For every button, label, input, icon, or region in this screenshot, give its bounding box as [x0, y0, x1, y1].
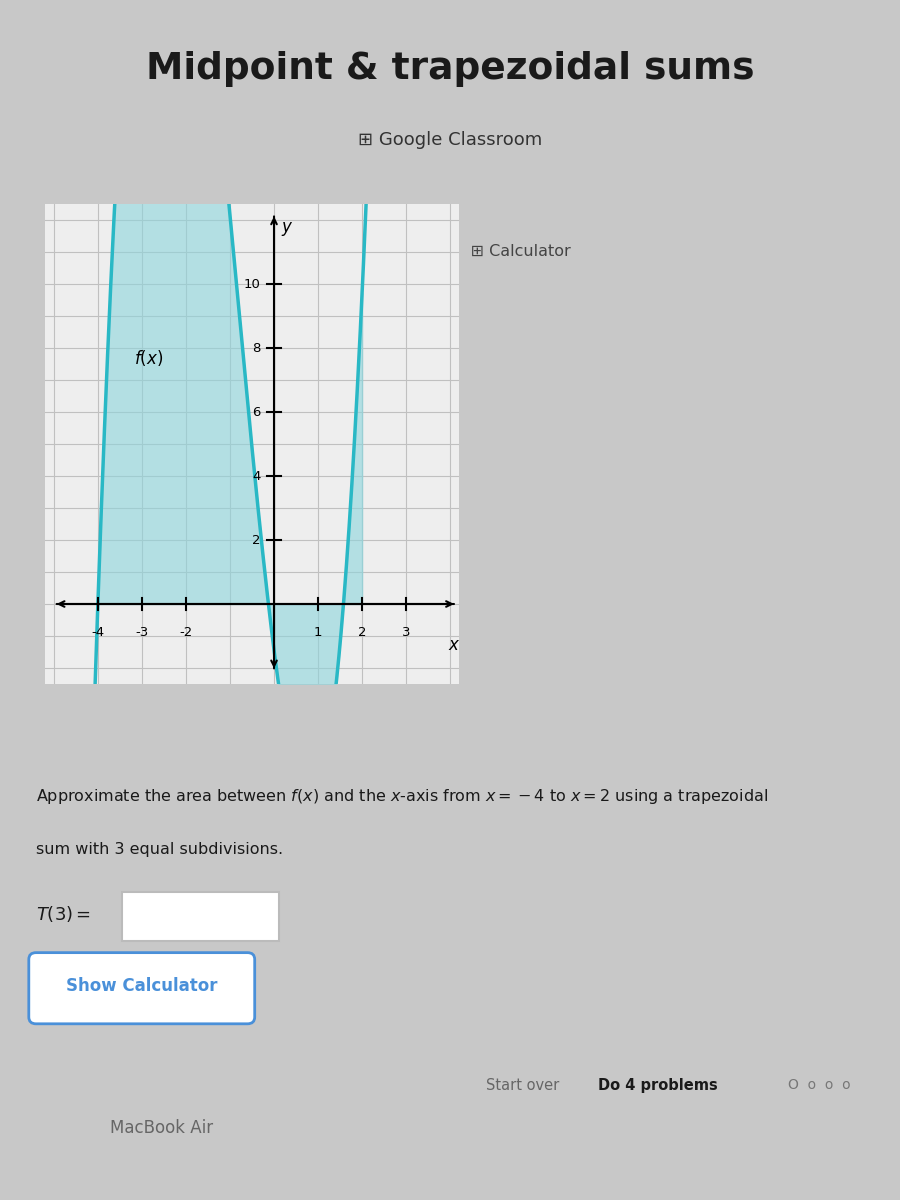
FancyBboxPatch shape — [29, 953, 255, 1024]
Text: MacBook Air: MacBook Air — [111, 1118, 213, 1136]
Text: 6: 6 — [252, 406, 261, 419]
Text: -4: -4 — [91, 626, 104, 640]
Text: O  o  o  o: O o o o — [788, 1079, 850, 1092]
Text: You might need:  ⊞ Calculator: You might need: ⊞ Calculator — [329, 245, 571, 259]
Text: Start over: Start over — [486, 1078, 559, 1093]
Text: $y$: $y$ — [281, 220, 293, 238]
Text: Approximate the area between $f(x)$ and the $x$-axis from $x = -4$ to $x = 2$ us: Approximate the area between $f(x)$ and … — [36, 786, 768, 805]
Text: Show Calculator: Show Calculator — [66, 977, 217, 995]
Text: 2: 2 — [358, 626, 366, 640]
Text: sum with 3 equal subdivisions.: sum with 3 equal subdivisions. — [36, 841, 284, 857]
Text: -3: -3 — [135, 626, 148, 640]
Text: $x$: $x$ — [448, 636, 461, 654]
Text: $T(3)=$: $T(3)=$ — [36, 904, 91, 924]
FancyBboxPatch shape — [122, 892, 279, 941]
Text: 4: 4 — [252, 469, 261, 482]
Text: Do 4 problems: Do 4 problems — [598, 1078, 718, 1093]
Text: Midpoint & trapezoidal sums: Midpoint & trapezoidal sums — [146, 52, 754, 88]
Text: $f(x)$: $f(x)$ — [134, 348, 163, 368]
Text: 1: 1 — [314, 626, 322, 640]
Text: 8: 8 — [252, 342, 261, 354]
Text: ⊞ Google Classroom: ⊞ Google Classroom — [358, 132, 542, 150]
Text: 10: 10 — [244, 277, 261, 290]
Text: -2: -2 — [179, 626, 193, 640]
Text: 2: 2 — [252, 534, 261, 546]
Text: 3: 3 — [402, 626, 410, 640]
